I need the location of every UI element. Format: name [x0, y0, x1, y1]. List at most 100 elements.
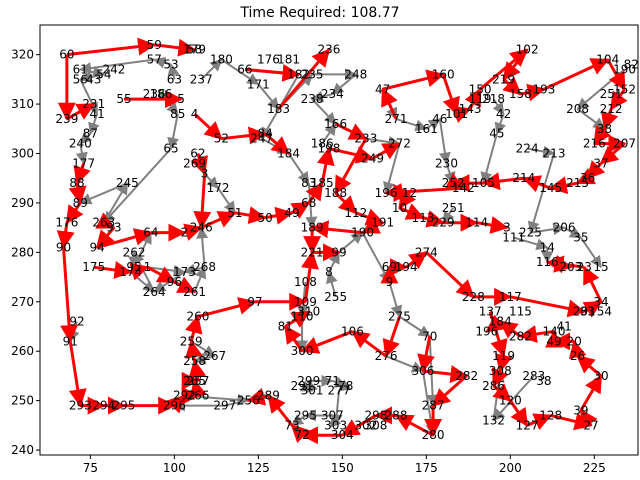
node-label: 3 — [503, 221, 511, 235]
route-edge — [305, 181, 324, 204]
node-label: 30 — [593, 369, 608, 383]
route-edge — [371, 142, 402, 160]
node-label: 84 — [257, 127, 272, 141]
route-edge — [277, 48, 331, 110]
node-label: 252 — [442, 176, 465, 190]
node-label: 186 — [149, 87, 172, 101]
node-label: 78 — [338, 379, 353, 393]
node-label: 174 — [119, 265, 142, 279]
node-label: 308 — [365, 418, 388, 432]
route-edge — [65, 202, 84, 225]
node-label: 302 — [354, 418, 377, 432]
node-label: 196 — [375, 186, 398, 200]
node-label: 23 — [577, 260, 592, 274]
graph-edge — [306, 379, 318, 394]
node-label: 72 — [294, 428, 309, 442]
y-tick-label: 320 — [11, 48, 34, 62]
node-label: 282 — [509, 329, 532, 343]
node-label: 39 — [573, 404, 588, 418]
node-label: 92 — [69, 315, 84, 329]
node-label: 12 — [402, 186, 417, 200]
node-label: 34 — [593, 295, 608, 309]
node-label: 298 — [365, 408, 388, 422]
graph-edge — [200, 58, 223, 81]
node-label: 62 — [190, 147, 205, 161]
node-label: 132 — [482, 413, 505, 427]
node-label: 173 — [173, 265, 196, 279]
graph-edge — [79, 131, 93, 145]
graph-edge — [330, 414, 342, 428]
node-label: 251 — [600, 87, 623, 101]
route-edge — [568, 339, 587, 360]
node-label: 150 — [469, 82, 492, 96]
node-label: 99 — [331, 245, 346, 259]
node-label: 207 — [613, 137, 636, 151]
graph-edge — [338, 231, 364, 254]
route-edge — [398, 203, 425, 220]
node-label: 288 — [385, 408, 408, 422]
route-edge — [290, 424, 310, 444]
node-label: 46 — [432, 112, 447, 126]
node-label: 251 — [442, 201, 465, 215]
node-label: 265 — [183, 374, 206, 388]
y-tick-label: 310 — [11, 97, 34, 111]
node-label: 166 — [324, 117, 347, 131]
node-label: 85 — [170, 107, 185, 121]
node-label: 256 — [237, 394, 260, 408]
node-label: 258 — [183, 354, 206, 368]
node-label: 4 — [191, 107, 199, 121]
route-edge — [582, 265, 603, 303]
node-label: 181 — [277, 53, 300, 67]
route-edge — [522, 175, 552, 193]
node-label: 97 — [247, 295, 262, 309]
node-label: 282 — [455, 369, 478, 383]
node-label: 110 — [291, 310, 314, 324]
node-label: 188 — [324, 186, 347, 200]
node-label: 96 — [167, 275, 182, 289]
x-tick-label: 175 — [415, 461, 438, 475]
graph-edge — [494, 113, 507, 135]
graph-edge — [513, 236, 549, 251]
node-label: 56 — [73, 72, 88, 86]
node-label: 236 — [317, 43, 340, 57]
node-label: 196 — [475, 324, 498, 338]
route-edge — [579, 409, 598, 429]
route-edge — [244, 63, 301, 82]
node-label: 52 — [214, 132, 229, 146]
node-label: 300 — [291, 344, 314, 358]
route-edge — [422, 210, 445, 228]
node-label: 102 — [516, 43, 539, 57]
route-edge — [95, 226, 116, 249]
node-label: 303 — [324, 418, 347, 432]
node-label: 299 — [297, 374, 320, 388]
node-label: 42 — [496, 107, 511, 121]
y-axis: 240 250 260 270 280 290 300 310 320 — [11, 48, 40, 457]
y-tick-label: 250 — [11, 394, 34, 408]
node-label: 295 — [113, 399, 136, 413]
node-label: 171 — [247, 77, 270, 91]
node-label: 137 — [479, 305, 502, 319]
node-label: 269 — [183, 156, 206, 170]
node-label: 61 — [73, 62, 88, 76]
node-label: 115 — [509, 305, 532, 319]
graph-edge — [75, 143, 88, 165]
graph-edge — [492, 98, 505, 115]
route-edge — [593, 125, 611, 146]
node-label: 277 — [328, 384, 351, 398]
node-label: 255 — [324, 290, 347, 304]
node-label: 263 — [92, 216, 115, 230]
node-label: 161 — [415, 122, 438, 136]
graph-edge — [167, 113, 179, 150]
node-label: 140 — [543, 324, 566, 338]
node-label: 37 — [593, 156, 608, 170]
node-label: 180 — [210, 53, 233, 67]
route-edge — [184, 314, 203, 342]
node-label: 189 — [301, 221, 324, 235]
node-label: 111 — [502, 231, 525, 245]
chart-title: Time Required: 108.77 — [239, 5, 399, 21]
node-label: 35 — [573, 231, 588, 245]
route-edge — [417, 336, 435, 373]
node-label: 20 — [567, 334, 582, 348]
node-label: 294 — [92, 399, 115, 413]
